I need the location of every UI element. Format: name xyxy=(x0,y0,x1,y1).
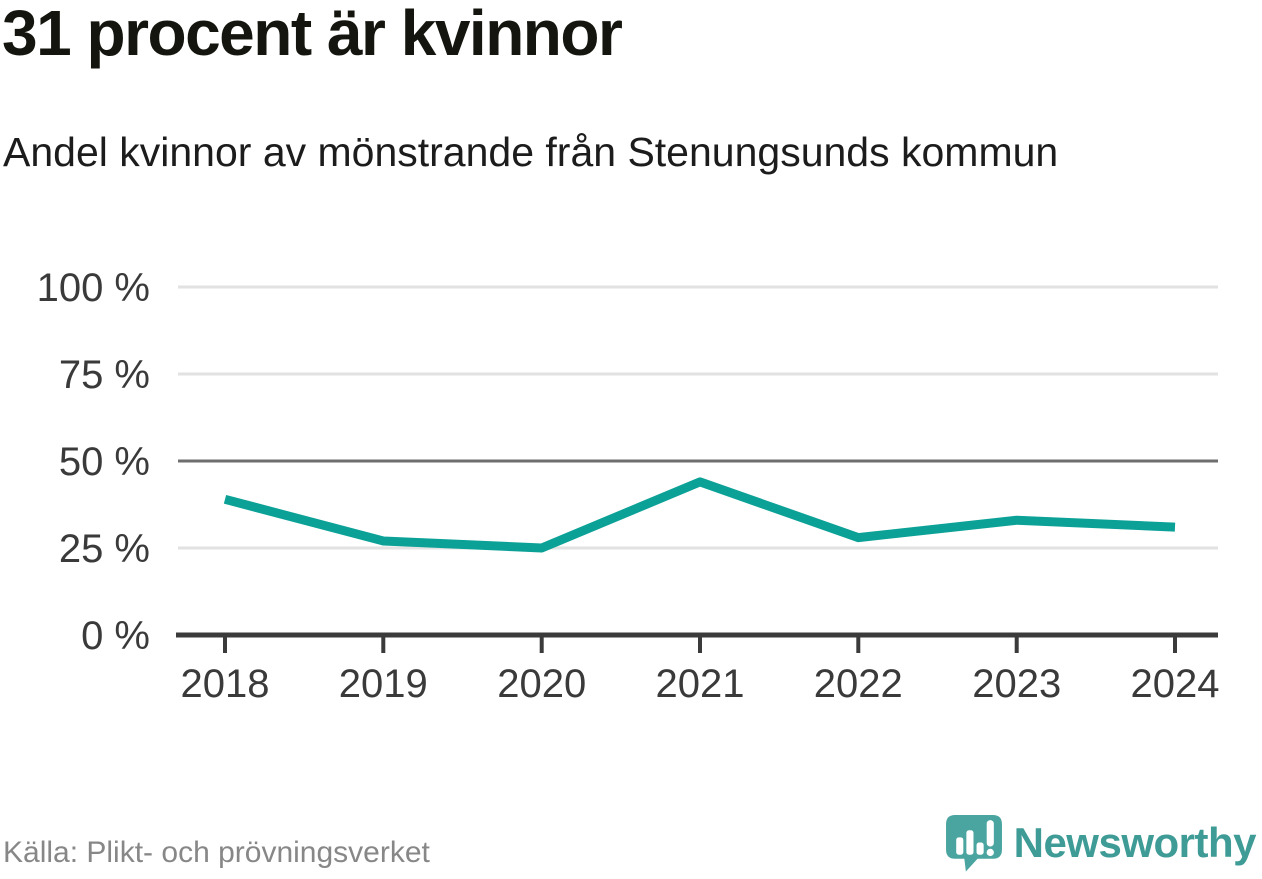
y-axis-label: 50 % xyxy=(59,440,150,484)
x-axis-label: 2024 xyxy=(1131,662,1220,706)
x-axis-label: 2023 xyxy=(972,662,1061,706)
x-axis-label: 2021 xyxy=(656,662,745,706)
chart-subtitle: Andel kvinnor av mönstrande från Stenung… xyxy=(3,129,1059,175)
series-line xyxy=(223,477,1176,553)
newsworthy-logo-text: Newsworthy xyxy=(1013,819,1257,866)
source-text: Källa: Plikt- och prövningsverket xyxy=(3,836,430,869)
x-axis-label: 2020 xyxy=(497,662,586,706)
chart-title: 31 procent är kvinnor xyxy=(2,0,623,69)
newsworthy-logo: Newsworthy xyxy=(944,812,1257,874)
x-axis-label: 2019 xyxy=(339,662,428,706)
y-axis-label: 100 % xyxy=(37,266,150,310)
newsworthy-logo-icon xyxy=(945,815,1002,872)
y-axis-label: 0 % xyxy=(81,614,150,658)
x-axis-label: 2018 xyxy=(181,662,270,706)
y-axis-label: 75 % xyxy=(59,353,150,397)
y-axis-label: 25 % xyxy=(59,527,150,571)
x-axis-label: 2022 xyxy=(814,662,903,706)
